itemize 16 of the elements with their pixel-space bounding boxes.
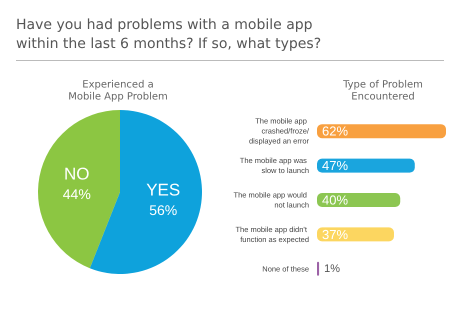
data-label: 37% [322,226,348,242]
data-label: 56% [149,202,178,218]
bar [317,227,394,242]
slice-label: YES [146,180,180,200]
chart-subtitle: Experienced a Mobile App Problem [68,80,168,102]
chart-title: Have you had problems with a mobile app within the last 6 months? If so, what types? [16,16,322,54]
data-label: 62% [322,124,348,139]
bar [317,158,415,173]
data-label: 40% [322,192,348,208]
data-label: 44% [62,186,91,202]
chart-title: Type of Problem Encountered [342,80,423,102]
bar [317,193,400,207]
data-label: 1% [324,262,340,275]
slice-label: NO [64,164,90,184]
data-label: 47% [322,158,348,174]
bar [317,124,446,138]
